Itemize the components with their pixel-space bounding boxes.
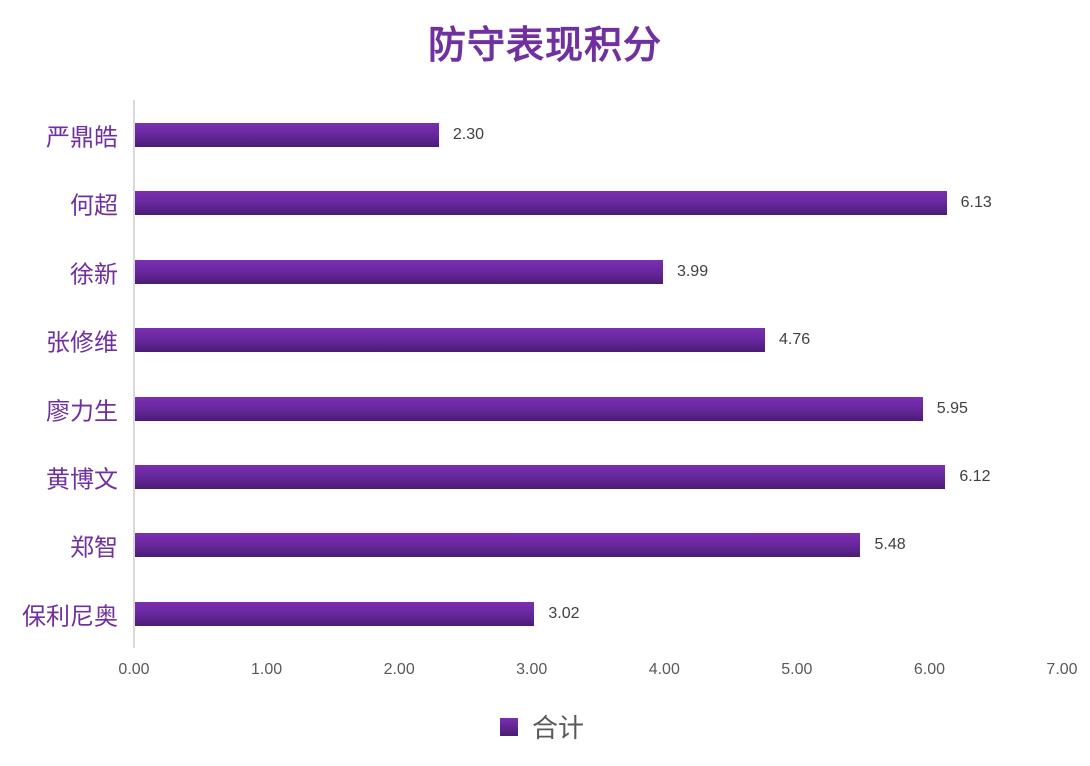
data-label: 3.99 [676,262,709,280]
category-axis-line [133,100,135,648]
data-label: 6.13 [960,194,992,212]
bar [135,533,861,558]
bar [135,465,946,489]
x-tick-label: 0.00 [118,661,150,678]
x-tick-label: 1.00 [250,661,283,678]
data-label: 6.12 [959,468,991,485]
x-tick-label: 3.00 [516,661,548,678]
x-tick-label: 7.00 [1046,661,1078,678]
bar [135,601,535,626]
bar [135,328,766,353]
x-tick-label: 4.00 [648,661,680,678]
category-label: 严鼎皓 [46,123,118,152]
legend: 合计 [500,708,584,745]
category-label: 廖力生 [46,397,118,426]
legend-label: 合计 [532,714,585,744]
legend-swatch-icon [500,717,518,736]
category-label: 保利尼奥 [22,602,118,631]
bar [135,123,439,147]
x-tick-label: 5.00 [781,661,813,678]
chart-title: 防守表现积分 [427,23,662,67]
x-tick-label: 6.00 [913,661,945,678]
category-label: 张修维 [46,328,118,357]
category-label: 黄博文 [46,465,118,494]
data-label: 5.48 [874,536,906,554]
bar [135,396,923,421]
category-label: 郑智 [70,533,118,562]
data-label: 5.95 [936,399,968,417]
x-tick-label: 2.00 [383,661,415,678]
data-label: 3.02 [548,604,580,622]
data-label: 2.30 [452,126,485,143]
bar [135,259,663,284]
category-label: 何超 [70,191,118,220]
category-label: 徐新 [70,260,118,289]
bar [135,191,947,216]
data-label: 4.76 [779,331,811,349]
